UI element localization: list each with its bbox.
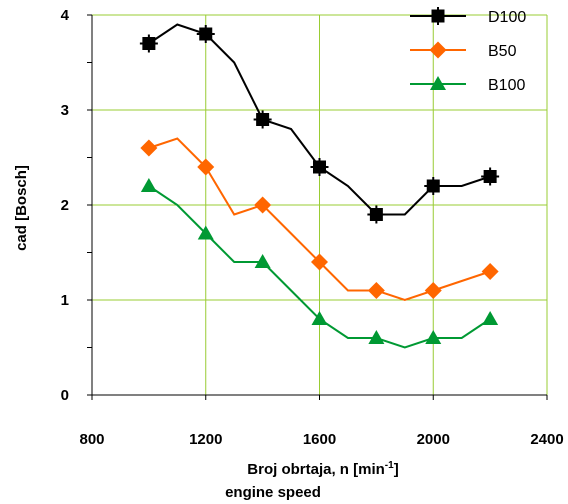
data-point [197,158,215,176]
data-point [481,263,499,280]
data-point [140,178,157,192]
y-tick-label: 0 [61,387,69,404]
x-tick-label: 2000 [417,431,450,448]
x-axis-title-main: Broj obrtaja, n [min [247,461,385,478]
y-axis-title: cad [Bosch] [13,165,30,251]
x-axis-subtitle: engine speed [225,484,321,501]
x-tick-label: 800 [79,431,104,448]
x-tick-label: 1200 [189,431,222,448]
data-point [368,330,385,344]
legend-item-b100: B100 [410,76,525,94]
series-d100 [139,23,500,224]
data-point [254,196,272,214]
x-axis-title-close: ] [394,461,399,478]
data-point [430,76,446,90]
data-point [424,282,442,299]
legend-item-d100: D100 [410,7,526,26]
data-point [311,311,328,325]
data-point [197,225,214,240]
data-point [429,41,447,59]
grid [92,14,548,395]
data-point [140,139,158,157]
y-tick-label: 3 [61,102,69,119]
legend-label: B50 [488,43,517,60]
tick-labels: 0 1 2 3 4 800 1200 1600 2000 2400 [61,7,564,448]
legend-label: D100 [488,9,526,26]
legend-item-b50: B50 [410,41,517,60]
legend-label: B100 [488,77,525,94]
legend: D100 B50 B100 [410,7,526,94]
data-point [425,330,442,344]
data-point [311,253,328,271]
x-tick-label: 2400 [530,431,563,448]
data-point [367,282,385,299]
x-axis-title-exponent: -1 [385,460,394,471]
series [139,23,500,349]
x-tick-label: 1600 [303,431,336,448]
y-tick-label: 2 [61,197,69,214]
series-b100 [140,178,499,349]
y-tick-label: 1 [61,292,69,309]
x-axis-title: Broj obrtaja, n [min-1] [247,460,398,478]
series-b50 [140,137,499,302]
data-point [254,254,271,268]
data-point [482,311,499,325]
y-tick-label: 4 [61,7,70,24]
